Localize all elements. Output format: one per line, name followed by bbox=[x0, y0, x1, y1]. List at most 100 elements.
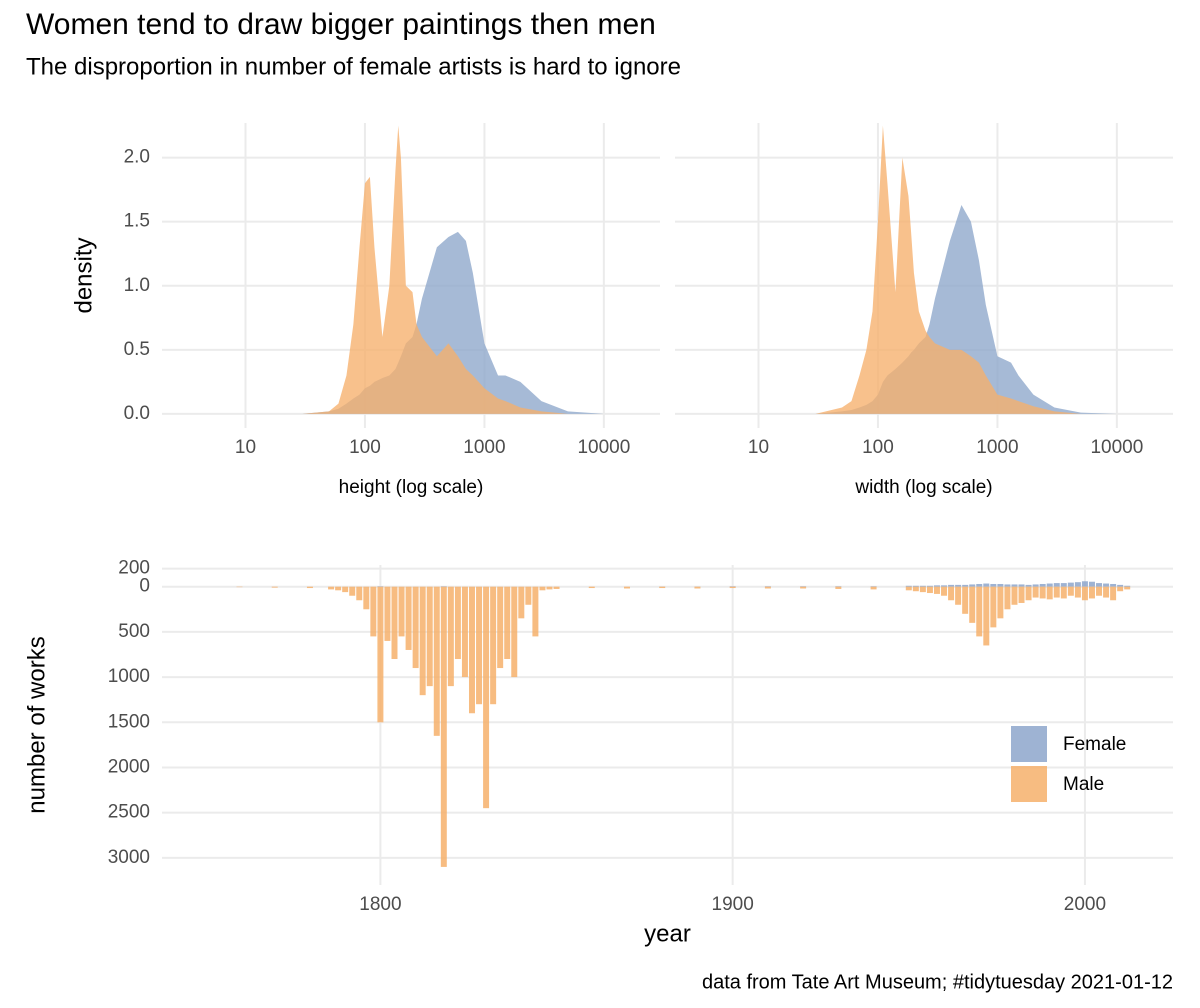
bar bbox=[1096, 583, 1103, 587]
bar bbox=[955, 584, 962, 587]
bar bbox=[370, 586, 377, 637]
bar bbox=[1060, 583, 1067, 587]
bar bbox=[983, 583, 990, 587]
bar bbox=[990, 583, 997, 587]
bar bbox=[1110, 586, 1117, 601]
bar bbox=[335, 586, 342, 591]
bar bbox=[1074, 586, 1081, 598]
y-tick-label: 1.5 bbox=[124, 211, 150, 232]
bar bbox=[349, 586, 356, 596]
density-area bbox=[302, 231, 640, 414]
bar bbox=[955, 586, 962, 605]
bar bbox=[1032, 584, 1039, 587]
bar bbox=[983, 586, 990, 646]
bar bbox=[1117, 586, 1124, 592]
bar bbox=[1124, 585, 1131, 587]
bar bbox=[941, 585, 948, 587]
bar bbox=[912, 585, 919, 587]
y-tick-label: 0 bbox=[139, 576, 150, 597]
legend-swatch bbox=[1011, 726, 1047, 762]
bar bbox=[1025, 586, 1032, 601]
bar bbox=[384, 586, 391, 641]
bar bbox=[405, 586, 412, 650]
bar bbox=[490, 586, 497, 705]
x-axis-label: width (log scale) bbox=[854, 477, 992, 498]
bar bbox=[1124, 586, 1131, 590]
x-tick-label: 10000 bbox=[577, 437, 630, 458]
bar bbox=[1004, 586, 1011, 610]
bar bbox=[1032, 586, 1039, 598]
bar bbox=[440, 586, 447, 867]
x-tick-label: 1000 bbox=[463, 437, 505, 458]
bar bbox=[926, 585, 933, 587]
bar bbox=[800, 586, 807, 589]
bar bbox=[1039, 583, 1046, 587]
bar bbox=[1053, 586, 1060, 598]
bar bbox=[398, 586, 405, 637]
y-tick-label: 1000 bbox=[108, 666, 150, 687]
bar bbox=[1039, 586, 1046, 599]
bar bbox=[1096, 586, 1103, 596]
bar bbox=[764, 586, 771, 589]
bar bbox=[919, 585, 926, 587]
bar bbox=[504, 586, 511, 660]
bar bbox=[1088, 581, 1095, 587]
y-tick-label: 1.0 bbox=[124, 275, 150, 296]
bar bbox=[539, 586, 546, 591]
bar bbox=[518, 586, 525, 619]
bar bbox=[342, 586, 349, 593]
density-area bbox=[815, 125, 1153, 414]
bar bbox=[391, 586, 398, 660]
x-tick-label: 1800 bbox=[359, 894, 401, 915]
bar bbox=[1074, 582, 1081, 587]
bar bbox=[532, 586, 539, 637]
bar bbox=[1117, 584, 1124, 587]
x-tick-label: 1900 bbox=[712, 894, 754, 915]
bar bbox=[1088, 586, 1095, 599]
bar bbox=[623, 586, 630, 589]
bar bbox=[990, 586, 997, 628]
bar bbox=[905, 585, 912, 587]
x-tick-label: 10 bbox=[235, 437, 256, 458]
bar bbox=[433, 586, 440, 736]
bar bbox=[468, 586, 475, 714]
bar bbox=[356, 586, 363, 601]
legend-swatch bbox=[1011, 766, 1047, 802]
bar bbox=[1081, 581, 1088, 587]
bar bbox=[363, 586, 370, 610]
bar bbox=[306, 586, 313, 589]
bar bbox=[969, 584, 976, 587]
density-area bbox=[302, 125, 640, 414]
bar bbox=[588, 586, 595, 589]
bar bbox=[412, 586, 419, 669]
bar bbox=[997, 586, 1004, 619]
bar bbox=[962, 584, 969, 587]
bar bbox=[1018, 584, 1025, 587]
bar bbox=[483, 586, 490, 809]
bar bbox=[1046, 583, 1053, 587]
bar bbox=[1060, 586, 1067, 599]
bar bbox=[1053, 583, 1060, 587]
y-tick-label: 3000 bbox=[108, 847, 150, 868]
bar bbox=[933, 586, 940, 594]
bar bbox=[933, 585, 940, 587]
bar bbox=[1004, 584, 1011, 587]
caption: data from Tate Art Museum; #tidytuesday … bbox=[702, 971, 1173, 993]
bar bbox=[948, 586, 955, 601]
y-axis-label: density bbox=[70, 237, 97, 313]
legend-label: Male bbox=[1063, 774, 1104, 795]
bar bbox=[659, 586, 666, 589]
bar bbox=[511, 586, 518, 678]
bar bbox=[1110, 583, 1117, 587]
subtitle: The disproportion in number of female ar… bbox=[26, 53, 681, 80]
bar bbox=[454, 586, 461, 660]
bar bbox=[941, 586, 948, 596]
y-tick-label: 2.0 bbox=[124, 147, 150, 168]
y-tick-label: 0.0 bbox=[124, 403, 150, 424]
bar bbox=[1018, 586, 1025, 603]
x-tick-label: 10 bbox=[748, 437, 769, 458]
bar bbox=[426, 586, 433, 687]
bar bbox=[997, 583, 1004, 587]
bar bbox=[1103, 586, 1110, 598]
bar bbox=[328, 586, 335, 590]
